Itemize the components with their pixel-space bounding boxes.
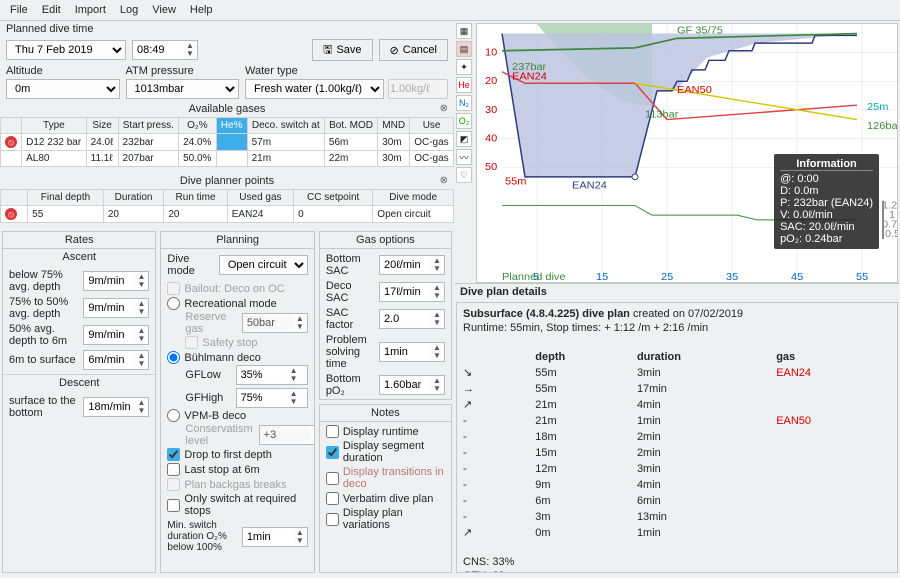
atm-label: ATM pressure (126, 65, 240, 77)
water-select[interactable]: Fresh water (1.00kg/ℓ) (245, 79, 384, 99)
rates-title: Rates (3, 232, 155, 249)
vpm-radio[interactable] (167, 409, 180, 422)
sacf-spin[interactable]: ▲▼ (379, 309, 445, 329)
bpo2-spin[interactable]: ▲▼ (379, 375, 445, 395)
rate-spin[interactable]: ▲▼ (83, 271, 149, 291)
date-select[interactable]: Thu 7 Feb 2019 (6, 40, 126, 60)
tool-icon[interactable]: ✦ (456, 59, 472, 75)
svg-text:0.5: 0.5 (885, 228, 897, 240)
altitude-label: Altitude (6, 65, 120, 77)
last6-check[interactable] (167, 463, 180, 476)
backgas-check (167, 478, 180, 491)
rate-spin[interactable]: ▲▼ (83, 350, 149, 370)
svg-text:30: 30 (485, 104, 497, 116)
planned-label: Planned dive time (0, 21, 454, 37)
drop-check[interactable] (167, 448, 180, 461)
tool-icon[interactable]: 〰 (456, 149, 472, 165)
bsac-spin[interactable]: ▲▼ (379, 255, 445, 275)
cancel-button[interactable]: ⊘ Cancel (379, 39, 448, 61)
dsac-spin[interactable]: ▲▼ (379, 282, 445, 302)
svg-text:EAN50: EAN50 (677, 84, 712, 96)
buhl-radio[interactable] (167, 351, 180, 364)
gases-table[interactable]: TypeSizeStart press.O₂%He%Deco. switch a… (0, 117, 454, 167)
svg-text:55m: 55m (505, 176, 526, 188)
svg-text:EAN24: EAN24 (572, 180, 607, 192)
dive-profile-chart[interactable]: GF 35/75 237bar EAN24 113bar EAN50 25m 1… (476, 23, 898, 283)
rate-label: 75% to 50% avg. depth (9, 296, 77, 320)
svg-text:45: 45 (791, 271, 803, 282)
ps-spin[interactable]: ▲▼ (379, 342, 445, 362)
density-field (388, 79, 448, 99)
note-check[interactable] (326, 472, 339, 485)
note-check[interactable] (326, 446, 339, 459)
menu-help[interactable]: Help (190, 4, 213, 16)
menu-import[interactable]: Import (75, 4, 106, 16)
rate-spin[interactable]: ▲▼ (83, 397, 149, 417)
close-icon[interactable]: ⊗ (440, 175, 448, 186)
svg-text:EAN24: EAN24 (512, 71, 547, 83)
svg-text:Planned dive: Planned dive (502, 271, 566, 282)
tool-icon[interactable]: He (456, 77, 472, 93)
details-panel: Subsurface (4.8.4.225) dive plan created… (456, 302, 898, 574)
svg-text:126bar: 126bar (867, 120, 897, 132)
svg-text:35: 35 (726, 271, 738, 282)
tool-icon[interactable]: ◩ (456, 131, 472, 147)
points-table[interactable]: Final depthDurationRun timeUsed gasCC se… (0, 189, 454, 223)
rate-label: 6m to surface (9, 354, 77, 366)
safety-check (185, 336, 198, 349)
svg-text:15: 15 (596, 271, 608, 282)
save-button[interactable]: 🖫 Save (312, 39, 372, 61)
descent-label: Descent (3, 374, 155, 391)
details-title: Dive plan details (454, 283, 900, 300)
menu-log[interactable]: Log (120, 4, 138, 16)
info-tooltip: Information @: 0:00D: 0.0m P: 232bar (EA… (774, 154, 879, 249)
menubar: File Edit Import Log View Help (0, 0, 900, 21)
minswitch-spin[interactable]: ▲▼ (242, 527, 308, 547)
svg-text:20: 20 (485, 75, 497, 87)
svg-text:25m: 25m (867, 101, 888, 113)
rate-spin[interactable]: ▲▼ (83, 298, 149, 318)
tool-icon[interactable]: ▦ (456, 23, 472, 39)
svg-text:25: 25 (661, 271, 673, 282)
planning-title: Planning (161, 232, 313, 249)
rate-label: below 75% avg. depth (9, 269, 77, 293)
svg-text:50: 50 (485, 161, 497, 173)
rate-label: 50% avg. depth to 6m (9, 323, 77, 347)
gfhigh-spin[interactable]: ▲▼ (236, 388, 308, 408)
water-label: Water type (245, 65, 448, 77)
chart-toolbar: ▦ ▤ ✦ He N₂ O₂ ◩ 〰 ♡ (454, 21, 474, 283)
note-check[interactable] (326, 492, 339, 505)
time-spin[interactable]: ▲▼ (132, 40, 198, 60)
menu-file[interactable]: File (10, 4, 28, 16)
ascent-label: Ascent (3, 249, 155, 265)
rate-label: surface to the bottom (9, 395, 77, 419)
bailout-check (167, 282, 180, 295)
altitude-select[interactable]: 0m (6, 79, 120, 99)
tool-icon[interactable]: O₂ (456, 113, 472, 129)
menu-edit[interactable]: Edit (42, 4, 61, 16)
notes-title: Notes (320, 405, 451, 422)
mode-label: Dive mode (167, 253, 212, 277)
gases-title: Available gases⊗ (0, 101, 454, 117)
gflow-spin[interactable]: ▲▼ (236, 365, 308, 385)
points-title: Dive planner points⊗ (0, 173, 454, 189)
atm-select[interactable]: 1013mbar (126, 79, 240, 99)
svg-text:GF 35/75: GF 35/75 (677, 25, 723, 37)
onlyswitch-check[interactable] (167, 499, 180, 512)
close-icon[interactable]: ⊗ (440, 103, 448, 114)
svg-text:40: 40 (485, 133, 497, 145)
rec-radio[interactable] (167, 297, 180, 310)
tool-icon[interactable]: ▤ (456, 41, 472, 57)
note-check[interactable] (326, 425, 339, 438)
svg-text:55: 55 (856, 271, 868, 282)
svg-text:10: 10 (485, 47, 497, 59)
gasopt-title: Gas options (320, 232, 451, 249)
menu-view[interactable]: View (152, 4, 176, 16)
tool-icon[interactable]: ♡ (456, 167, 472, 183)
svg-text:113bar: 113bar (645, 109, 679, 121)
note-check[interactable] (326, 513, 339, 526)
rate-spin[interactable]: ▲▼ (83, 325, 149, 345)
mode-select[interactable]: Open circuit (219, 255, 308, 275)
tool-icon[interactable]: N₂ (456, 95, 472, 111)
